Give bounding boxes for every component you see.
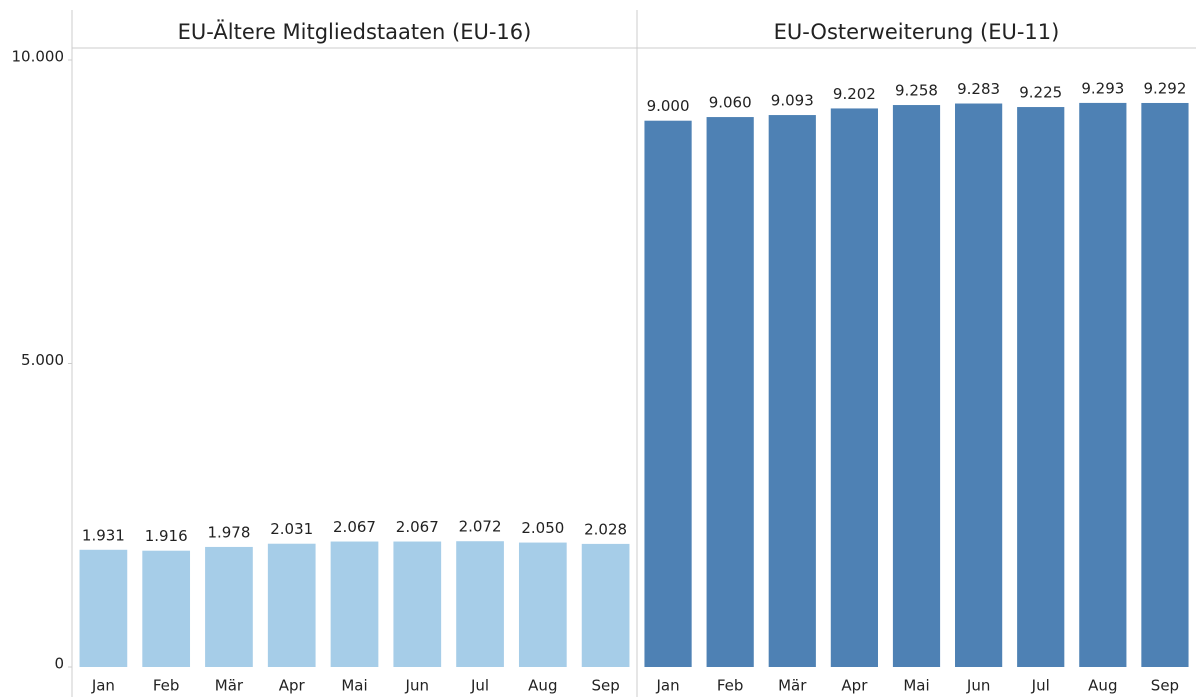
- panel-title: EU-Osterweiterung (EU-11): [774, 20, 1060, 44]
- value-label: 2.067: [333, 518, 376, 536]
- bar: [518, 542, 567, 667]
- bar: [1079, 102, 1127, 667]
- x-tick-label: Mär: [778, 677, 807, 695]
- bar: [79, 549, 128, 667]
- bar: [644, 120, 692, 667]
- x-tick-label: Sep: [1151, 677, 1179, 695]
- value-label: 1.916: [145, 527, 188, 545]
- value-label: 9.292: [1143, 79, 1186, 97]
- value-label: 2.028: [584, 520, 627, 538]
- value-label: 9.225: [1019, 84, 1062, 102]
- x-tick-label: Jul: [1031, 677, 1050, 695]
- x-tick-label: Jan: [655, 677, 679, 695]
- value-label: 9.000: [647, 97, 690, 115]
- x-tick-label: Mai: [341, 677, 367, 695]
- x-tick-label: Jun: [405, 677, 429, 695]
- value-label: 9.258: [895, 82, 938, 100]
- value-label: 2.072: [459, 518, 502, 536]
- bar: [456, 541, 504, 667]
- bar: [330, 541, 379, 667]
- bar: [142, 550, 191, 667]
- value-label: 2.067: [396, 518, 439, 536]
- bar: [581, 543, 630, 667]
- value-label: 1.978: [207, 523, 250, 541]
- x-tick-label: Jan: [91, 677, 115, 695]
- x-tick-label: Jul: [470, 677, 489, 695]
- value-label: 9.293: [1081, 79, 1124, 97]
- x-tick-label: Aug: [528, 677, 557, 695]
- panel-title: EU-Ältere Mitgliedstaaten (EU-16): [178, 19, 532, 44]
- bar: [267, 543, 316, 667]
- value-label: 2.031: [270, 520, 313, 538]
- y-tick-label: 5.000: [21, 351, 64, 369]
- value-label: 1.931: [82, 526, 125, 544]
- value-label: 9.202: [833, 85, 876, 103]
- x-tick-label: Apr: [841, 677, 868, 695]
- bar: [892, 105, 941, 667]
- x-tick-label: Apr: [279, 677, 306, 695]
- bar: [955, 103, 1003, 667]
- value-label: 9.060: [709, 94, 752, 112]
- bar: [1141, 102, 1189, 668]
- bar: [1017, 107, 1065, 668]
- bar: [205, 546, 253, 667]
- x-tick-label: Sep: [591, 677, 619, 695]
- x-tick-label: Jun: [966, 677, 990, 695]
- value-label: 2.050: [521, 519, 564, 537]
- x-tick-label: Feb: [717, 677, 744, 695]
- value-label: 9.283: [957, 80, 1000, 98]
- bar: [706, 117, 754, 668]
- y-tick-label: 0: [54, 655, 64, 673]
- value-label: 9.093: [771, 92, 814, 110]
- y-tick-label: 10.000: [12, 48, 65, 66]
- bar: [393, 541, 442, 667]
- x-tick-label: Feb: [153, 677, 180, 695]
- x-tick-label: Mai: [903, 677, 929, 695]
- x-tick-label: Aug: [1088, 677, 1117, 695]
- x-tick-label: Mär: [215, 677, 244, 695]
- bar: [768, 115, 816, 667]
- bar: [830, 108, 878, 667]
